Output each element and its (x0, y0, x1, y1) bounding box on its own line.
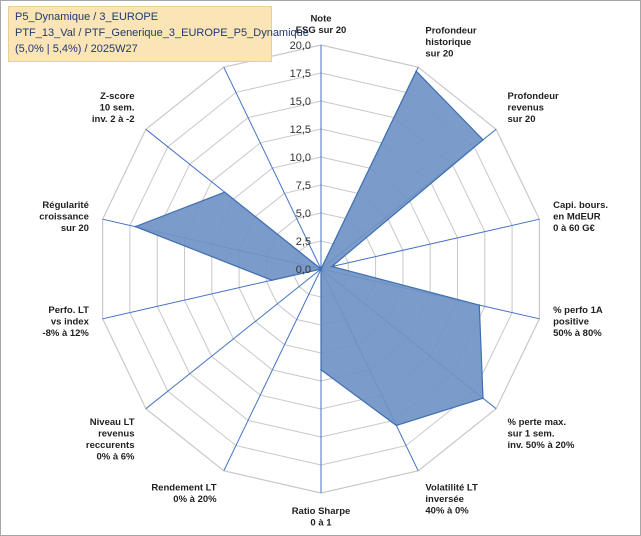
portfolio-info-box: P5_Dynamique / 3_EUROPE PTF_13_Val / PTF… (8, 6, 309, 62)
series-point (331, 265, 333, 268)
tick-label: 20,0 (290, 40, 311, 52)
tick-label: 12,5 (290, 124, 311, 136)
portfolio-period: (5,0% | 5,4%) / 2025W27 (15, 43, 138, 55)
tick-label: 0,0 (296, 264, 311, 276)
tick-label: 17,5 (290, 68, 311, 80)
axis-label: Profondeur revenus sur 20 (508, 91, 559, 125)
series-point (482, 139, 484, 141)
series-point (320, 369, 322, 371)
series-point (223, 191, 226, 193)
axis-label: Ratio Sharpe 0 à 1 (292, 506, 351, 529)
radar-tick-labels: 0,0 2,5 5,0 7,5 10,0 12,5 15,0 17,5 20,0 (290, 40, 311, 276)
axis-label: Capi. bours. en MdEUR 0 à 60 G€ (553, 200, 608, 234)
axis-label: Volatilité LT inversée 40% à 0% (425, 483, 478, 517)
axis-label: Z-score 10 sem. inv. 2 à -2 (92, 91, 135, 125)
series-point (134, 225, 137, 228)
axis-label: Note ESG sur 20 (296, 14, 347, 37)
series-point (395, 424, 398, 427)
portfolio-reference: PTF_13_Val / PTF_Generique_3_EUROPE_P5_D… (15, 27, 309, 39)
series-point (415, 70, 418, 72)
axis-label: % perfo 1A positive 50% à 80% (553, 305, 603, 339)
axis-label: Perfo. LT vs index -8% à 12% (42, 305, 89, 339)
axis-spoke (145, 268, 322, 410)
radar-series (133, 70, 484, 427)
portfolio-name: P5_Dynamique / 3_EUROPE (15, 11, 159, 23)
axis-label: Niveau LT revenus reccurents 0% à 6% (86, 417, 135, 463)
axis-label: Régularité croissance sur 20 (39, 200, 89, 234)
series-point (320, 268, 322, 270)
axis-spoke (223, 66, 322, 270)
tick-label: 10,0 (290, 152, 311, 164)
axis-spoke (320, 218, 540, 270)
series-point (482, 397, 484, 400)
axis-label: Rendement LT 0% à 20% (151, 483, 217, 506)
axis-label: % perte max. sur 1 sem. inv. 50% à 20% (508, 417, 575, 451)
tick-label: 15,0 (290, 96, 311, 108)
axis-label: Profondeur historique sur 20 (425, 25, 476, 59)
tick-label: 7,5 (296, 180, 311, 192)
axis-spoke (223, 268, 322, 472)
series-point (271, 279, 273, 282)
series-point (478, 304, 481, 306)
tick-label: 5,0 (296, 208, 311, 220)
tick-label: 2,5 (296, 236, 311, 248)
